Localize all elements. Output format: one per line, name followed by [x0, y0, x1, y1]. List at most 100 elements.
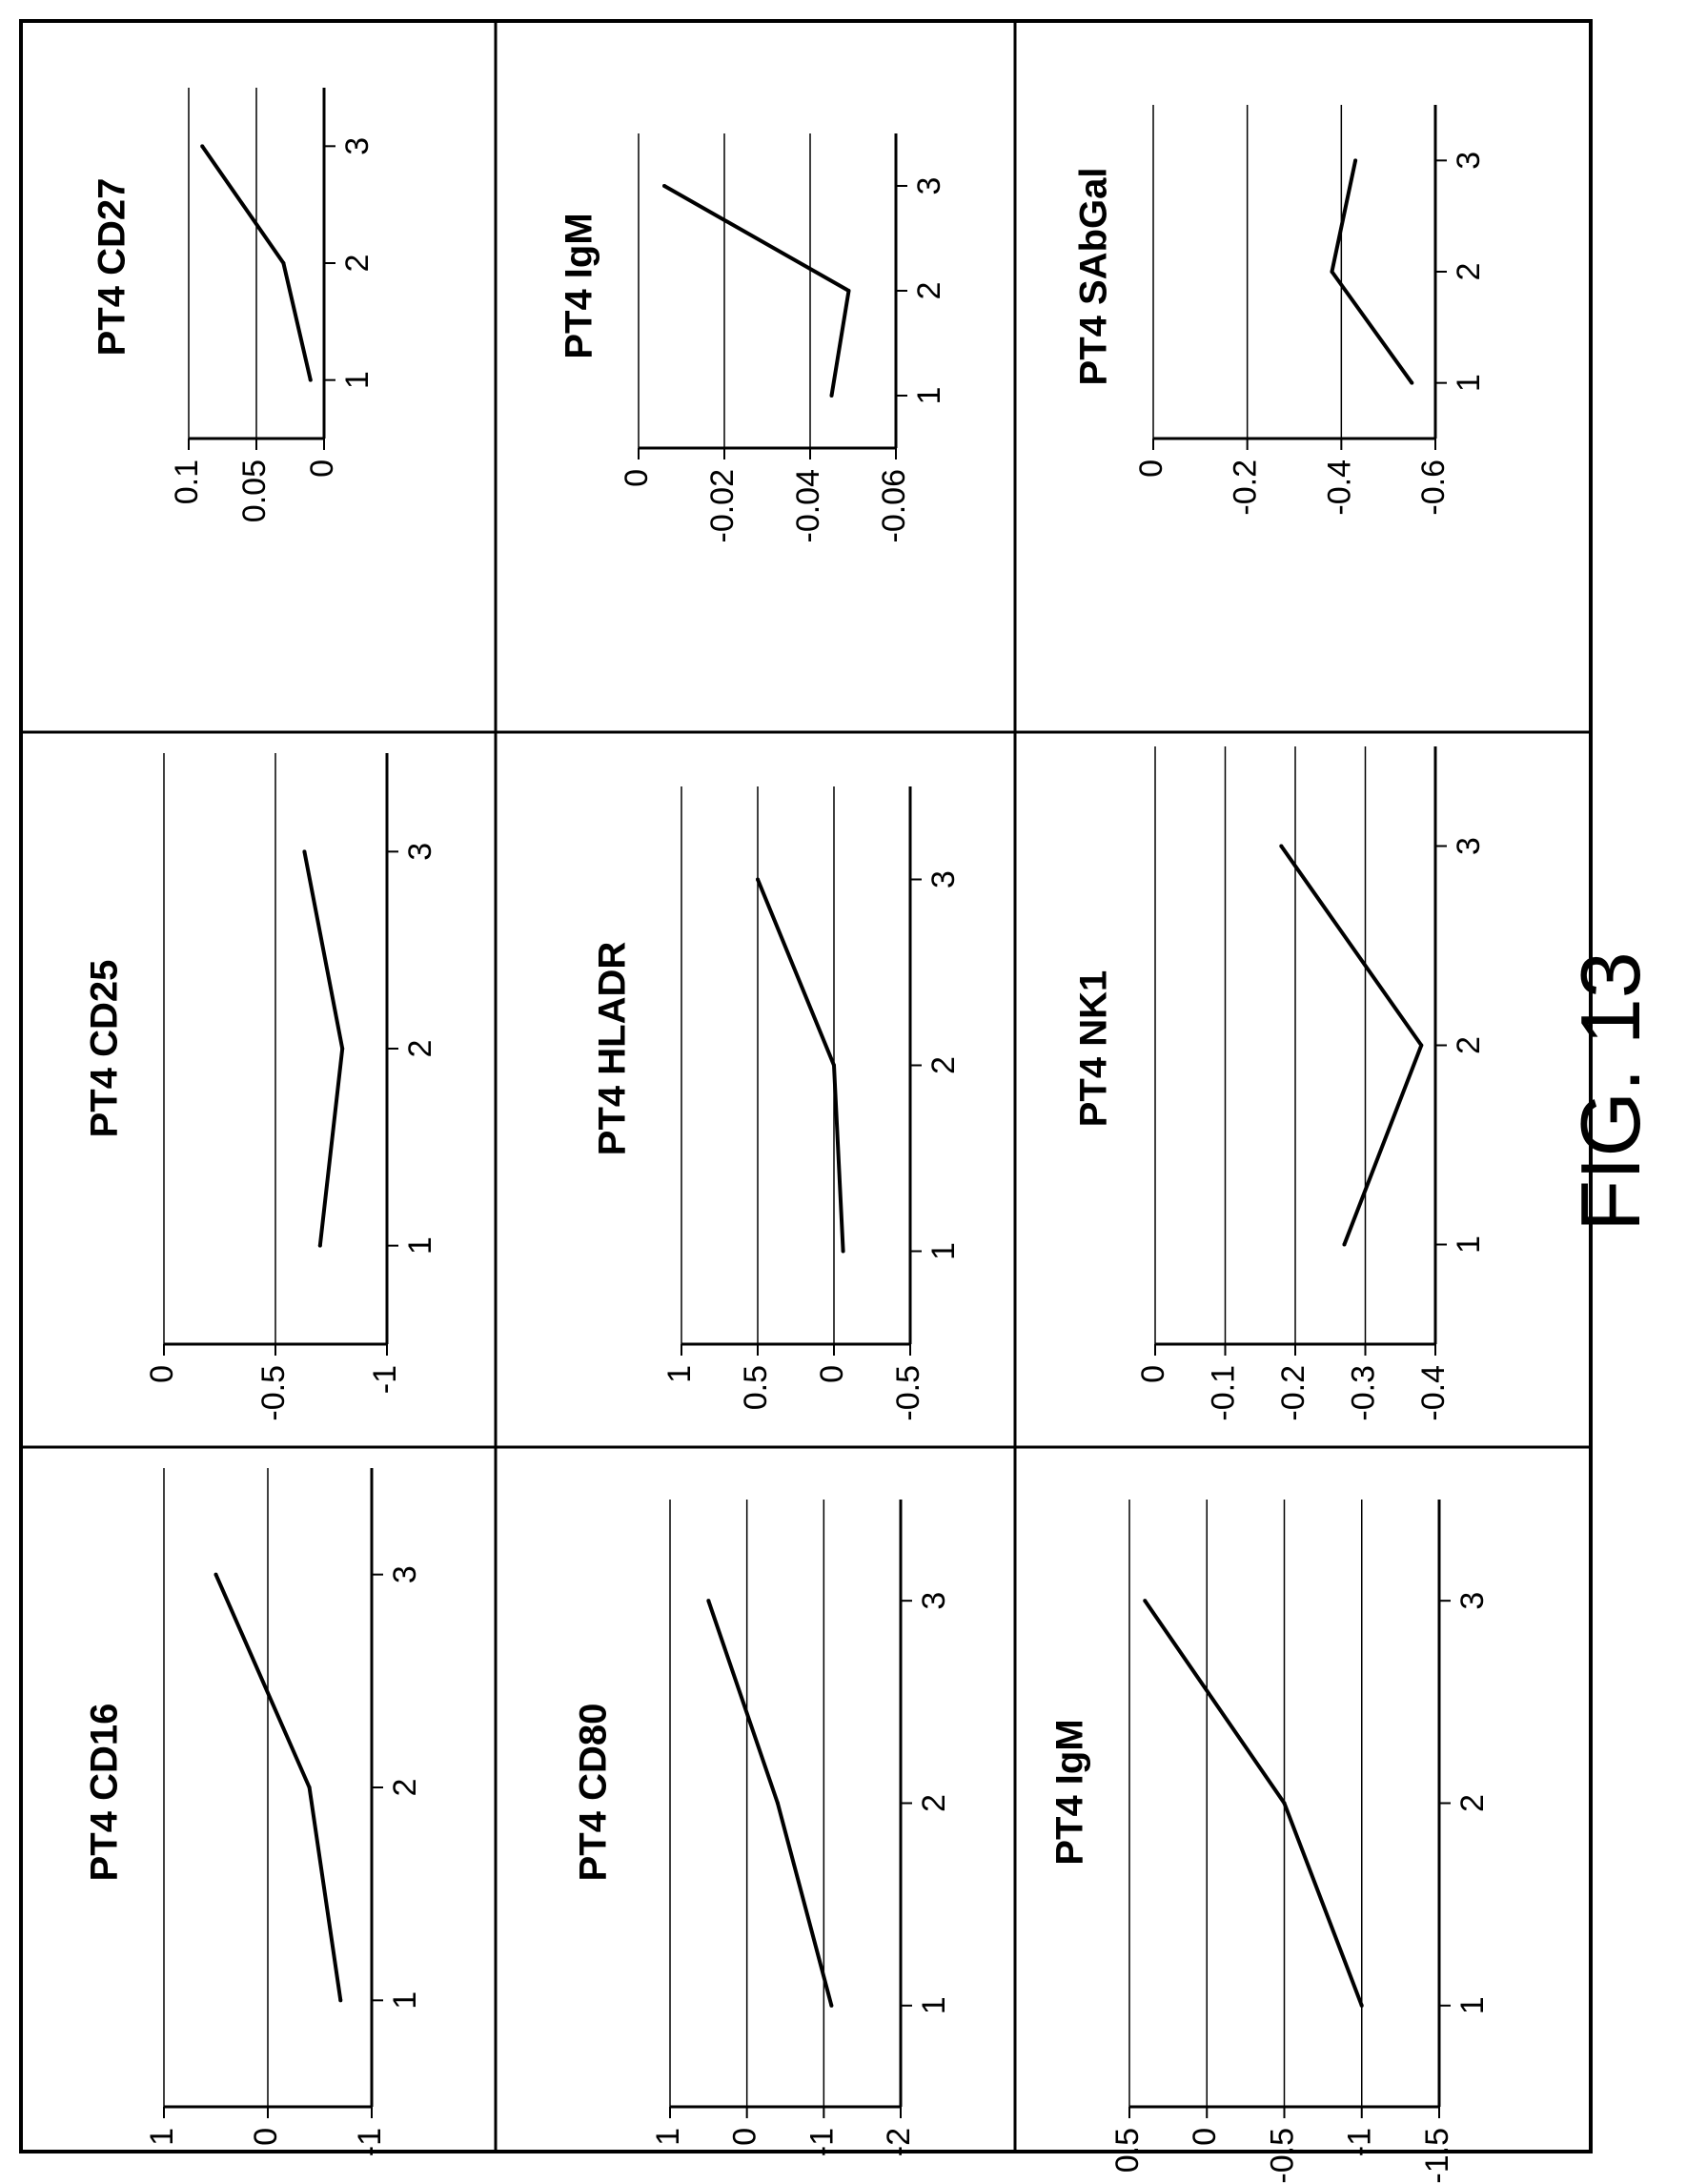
y-tick-label: -0.4 — [1321, 459, 1357, 516]
y-tick-label: -0.5 — [1264, 2128, 1300, 2184]
data-point — [281, 261, 286, 265]
x-tick-label: 1 — [1454, 1996, 1491, 2014]
x-tick-label: 3 — [339, 137, 376, 155]
x-tick-label: 1 — [925, 1242, 962, 1260]
x-tick-label: 3 — [387, 1565, 423, 1583]
y-tick-label: 0.1 — [169, 459, 205, 504]
data-point — [706, 1599, 711, 1603]
series-line — [756, 878, 845, 1252]
panel-title: PT4 CD27 — [91, 178, 133, 357]
data-point — [338, 1998, 343, 2003]
y-tick-label: -0.2 — [1228, 459, 1264, 516]
data-point — [841, 1249, 845, 1254]
x-tick-label: 1 — [916, 1996, 952, 2014]
y-tick-label: -1.5 — [1419, 2128, 1455, 2184]
series-line — [1143, 1600, 1364, 2007]
data-point — [829, 394, 834, 398]
data-point — [756, 877, 760, 882]
data-point — [308, 378, 313, 382]
figure-caption: FIG. 13 — [1563, 951, 1657, 1232]
data-point — [1359, 2003, 1364, 2008]
panel-pt4-cd80-4: 1 0 -1 -2 1 2 3 PT4 CD80 — [573, 1500, 952, 2156]
y-tick-label: -1 — [1342, 2128, 1378, 2156]
panel-pt4-igm-6: 0 -0.02 -0.04 -0.06 1 2 3 PT4 IgM — [559, 133, 947, 543]
y-tick-label: 1 — [650, 2128, 686, 2146]
y-tick-label: 0.05 — [236, 459, 273, 522]
y-tick-label: -0.2 — [1275, 1365, 1311, 1421]
x-tick-label: 3 — [402, 843, 438, 861]
x-tick-label: 1 — [1451, 374, 1487, 392]
series-line — [663, 184, 851, 397]
y-tick-label: 0 — [1133, 459, 1169, 478]
x-tick-label: 3 — [1451, 837, 1487, 855]
data-point — [307, 1786, 312, 1789]
y-tick-label: -0.3 — [1345, 1365, 1381, 1421]
y-tick-label: 0 — [727, 2128, 763, 2146]
y-tick-label: -0.5 — [255, 1365, 292, 1421]
panel-title: PT4 CD16 — [84, 1704, 126, 1882]
panel-title: PT4 IgM — [1049, 1719, 1091, 1865]
y-tick-label: 0.5 — [738, 1365, 774, 1410]
y-tick-label: 0 — [1187, 2128, 1223, 2146]
x-tick-label: 2 — [1451, 263, 1487, 281]
x-tick-label: 1 — [339, 371, 376, 389]
data-point — [662, 184, 666, 188]
y-tick-label: 0 — [619, 469, 655, 487]
data-point — [1279, 844, 1284, 848]
data-point — [1410, 380, 1414, 385]
data-point — [1419, 1043, 1424, 1048]
panel-title: PT4 HLADR — [592, 942, 634, 1156]
x-tick-label: 3 — [925, 870, 962, 888]
y-tick-label: -0.6 — [1415, 459, 1452, 516]
data-point — [1342, 1242, 1347, 1247]
series-line — [213, 1573, 343, 2001]
panel-pt4-igm-7: 0.5 0 -0.5 -1 -1.5 1 2 3 PT4 IgM — [1049, 1500, 1491, 2184]
y-tick-label: -0.5 — [890, 1365, 926, 1421]
data-point — [302, 849, 307, 854]
data-point — [775, 1801, 780, 1806]
data-point — [832, 1063, 836, 1068]
panel-title: PT4 CD25 — [84, 960, 126, 1138]
x-tick-label: 2 — [1451, 1036, 1487, 1054]
panel-pt4-hladr-5: 1 0.5 0 -0.5 1 2 3 PT4 HLADR — [592, 786, 962, 1421]
panel-pt4-cd25-2: 0 -0.5 -1 1 2 3 PT4 CD25 — [84, 753, 438, 1421]
data-point — [200, 144, 205, 149]
panel-pt4-cd27-3: 0.1 0.05 0 1 2 3 PT4 CD27 — [91, 88, 376, 522]
panel-title: PT4 IgM — [559, 213, 600, 358]
y-tick-label: -0.02 — [704, 469, 741, 543]
figure-frame — [19, 19, 1593, 2153]
x-tick-label: 2 — [1454, 1794, 1491, 1812]
series-line — [1279, 845, 1424, 1246]
panel-title: PT4 SAbGal — [1073, 168, 1115, 386]
panel-pt4-nk1-8: 0 -0.1 -0.2 -0.3 -0.4 1 2 3 PT4 NK1 — [1073, 746, 1487, 1421]
x-tick-label: 1 — [911, 387, 947, 405]
panel-pt4-sabgal-9: 0 -0.2 -0.4 -0.6 1 2 3 PT4 SAbGal — [1073, 105, 1487, 516]
data-point — [340, 1047, 345, 1051]
x-tick-label: 2 — [402, 1040, 438, 1058]
x-tick-label: 3 — [1451, 152, 1487, 170]
y-tick-label: 0 — [814, 1365, 850, 1383]
y-tick-label: -0.4 — [1415, 1365, 1452, 1421]
x-tick-label: 1 — [402, 1236, 438, 1255]
data-point — [829, 2003, 834, 2008]
data-point — [1143, 1599, 1148, 1603]
x-tick-label: 1 — [1451, 1235, 1487, 1254]
y-tick-label: 1 — [661, 1365, 698, 1383]
y-tick-label: 0 — [1135, 1365, 1171, 1383]
y-tick-label: 0 — [144, 1365, 180, 1383]
x-tick-label: 1 — [387, 1991, 423, 2010]
data-point — [1282, 1801, 1287, 1806]
x-tick-label: 2 — [339, 255, 376, 273]
data-point — [846, 289, 851, 293]
panel-pt4-cd16-1: 1 0 -1 1 2 3 PT4 CD16 — [84, 1468, 423, 2156]
x-tick-label: 2 — [916, 1794, 952, 1812]
series-line — [706, 1600, 834, 2007]
data-point — [1330, 270, 1334, 274]
y-tick-label: 0.5 — [1109, 2128, 1146, 2173]
data-point — [1353, 158, 1358, 163]
y-tick-label: -0.1 — [1205, 1365, 1241, 1421]
x-tick-label: 3 — [1454, 1592, 1491, 1610]
panel-title: PT4 NK1 — [1073, 970, 1115, 1128]
x-tick-label: 2 — [925, 1056, 962, 1074]
